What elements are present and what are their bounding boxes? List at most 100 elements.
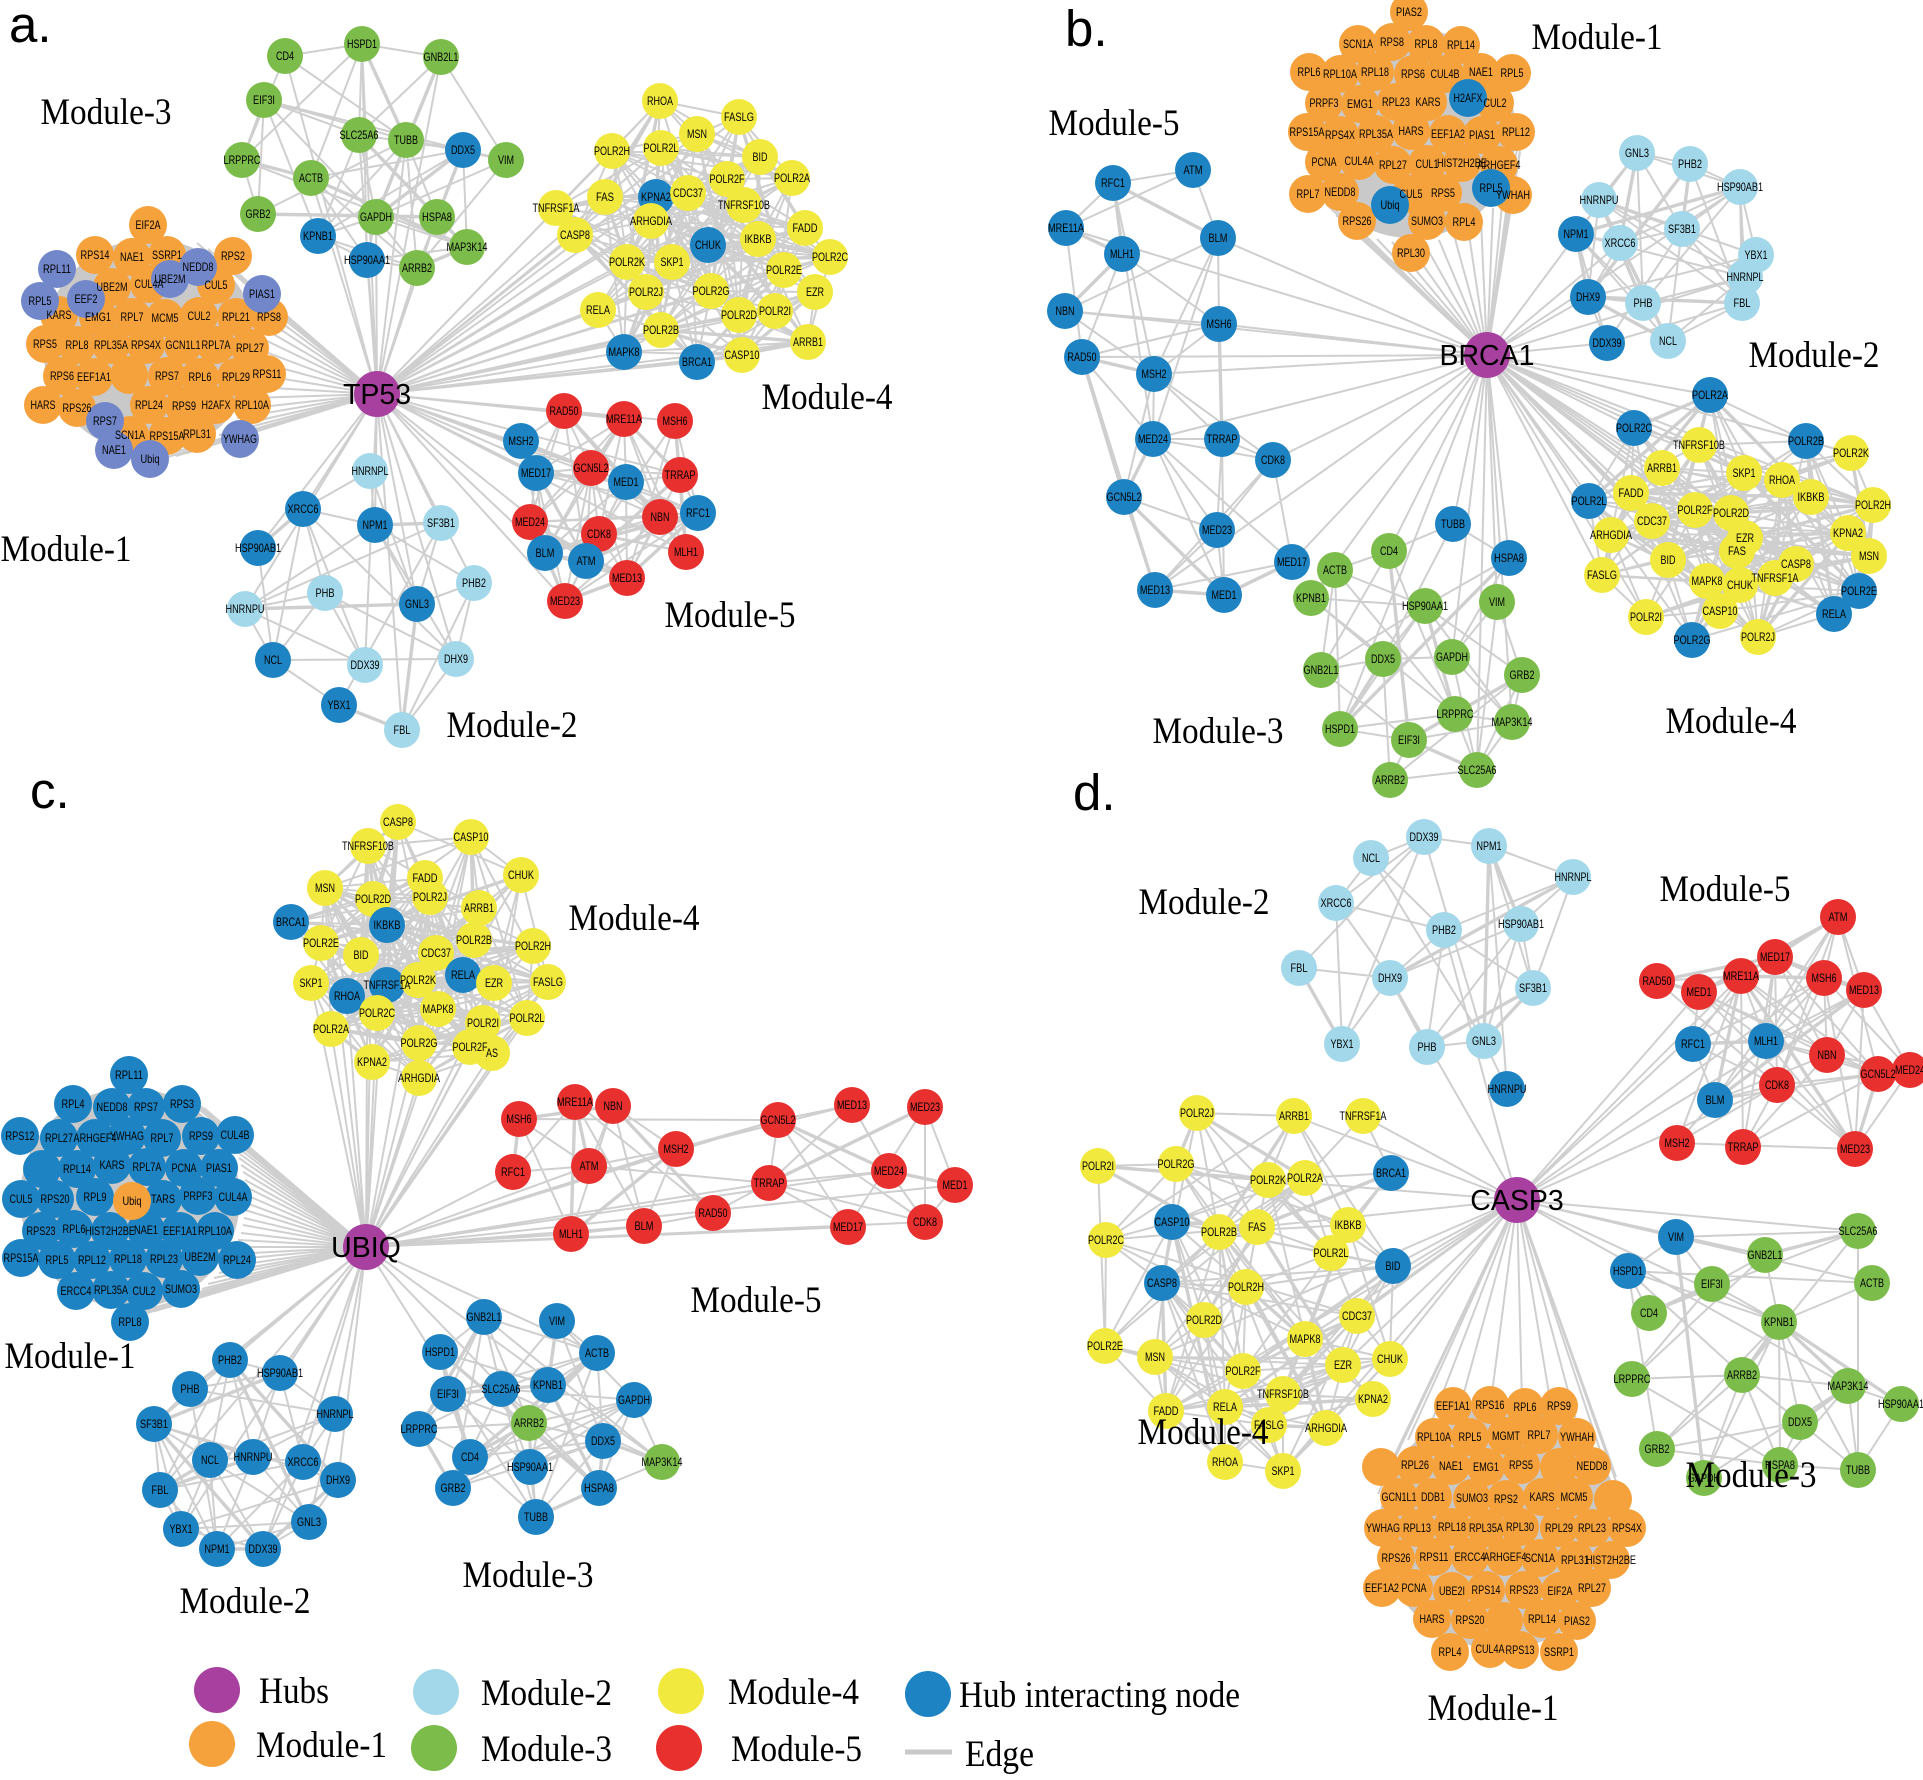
svg-text:PHB2: PHB2: [1678, 157, 1702, 171]
svg-text:RPS5: RPS5: [33, 337, 57, 351]
svg-text:Hub interacting node: Hub interacting node: [959, 1675, 1240, 1716]
svg-text:RPS7: RPS7: [134, 1100, 158, 1114]
svg-text:TRRAP: TRRAP: [754, 1176, 785, 1190]
svg-text:RPL10A: RPL10A: [1417, 1430, 1451, 1444]
svg-text:SKP1: SKP1: [661, 255, 684, 269]
svg-text:KPNB1: KPNB1: [533, 1378, 563, 1392]
svg-text:ERCC4: ERCC4: [61, 1284, 92, 1298]
svg-text:POLR2D: POLR2D: [355, 892, 391, 906]
svg-text:RPL18: RPL18: [114, 1252, 142, 1266]
svg-text:YBX1: YBX1: [1745, 248, 1768, 262]
svg-text:RPL27: RPL27: [236, 341, 264, 355]
svg-text:IKBKB: IKBKB: [1335, 1218, 1362, 1232]
svg-text:GCN1L1: GCN1L1: [1382, 1490, 1417, 1504]
svg-text:RPL4: RPL4: [1453, 215, 1476, 229]
svg-text:IKBKB: IKBKB: [745, 232, 772, 246]
svg-text:TUBB: TUBB: [394, 133, 418, 147]
svg-text:POLR2K: POLR2K: [1833, 446, 1869, 460]
svg-text:SUMO3: SUMO3: [1411, 214, 1443, 228]
svg-text:NEDD8: NEDD8: [97, 1100, 128, 1114]
svg-text:NPM1: NPM1: [205, 1542, 230, 1556]
svg-text:HSPD1: HSPD1: [347, 37, 377, 51]
svg-text:MAPK8: MAPK8: [609, 345, 640, 359]
svg-text:SCN1A: SCN1A: [1343, 37, 1373, 51]
svg-text:DHX9: DHX9: [1378, 971, 1402, 985]
svg-text:YWHAH: YWHAH: [1560, 1430, 1594, 1444]
svg-text:POLR2A: POLR2A: [1692, 388, 1728, 402]
svg-text:POLR2G: POLR2G: [401, 1036, 438, 1050]
svg-text:POLR2A: POLR2A: [1287, 1171, 1323, 1185]
svg-text:POLR2I: POLR2I: [467, 1016, 499, 1030]
svg-text:SSRP1: SSRP1: [152, 248, 182, 262]
svg-text:CUL4B: CUL4B: [221, 1128, 250, 1142]
svg-text:RPL29: RPL29: [222, 370, 250, 384]
svg-text:RPS11: RPS11: [1420, 1550, 1449, 1564]
svg-text:MAP3K14: MAP3K14: [642, 1455, 683, 1469]
svg-text:DDX5: DDX5: [1371, 652, 1395, 666]
svg-text:FADD: FADD: [1154, 1404, 1179, 1418]
svg-text:HSP90AB1: HSP90AB1: [257, 1366, 303, 1380]
svg-text:POLR2B: POLR2B: [456, 933, 492, 947]
svg-text:GAPDH: GAPDH: [618, 1393, 650, 1407]
svg-text:RPL5: RPL5: [1480, 181, 1503, 195]
svg-text:RPL35A: RPL35A: [1469, 1521, 1503, 1535]
svg-text:HNRNPL: HNRNPL: [352, 464, 389, 478]
svg-text:UBE2M: UBE2M: [155, 272, 186, 286]
svg-text:RPL8: RPL8: [66, 338, 89, 352]
svg-text:POLR2C: POLR2C: [359, 1006, 395, 1020]
svg-text:RPL9: RPL9: [84, 1190, 107, 1204]
svg-text:LRPPRC: LRPPRC: [1437, 707, 1474, 721]
svg-text:DDB1: DDB1: [1421, 1490, 1445, 1504]
svg-text:IKBKB: IKBKB: [1798, 490, 1825, 504]
svg-text:TRRAP: TRRAP: [1207, 432, 1238, 446]
svg-text:KPNA2: KPNA2: [641, 190, 671, 204]
svg-text:NAE1: NAE1: [120, 250, 144, 264]
svg-text:EEF1A2: EEF1A2: [1431, 127, 1465, 141]
svg-text:POLR2L: POLR2L: [510, 1011, 545, 1025]
svg-text:RPL10A: RPL10A: [198, 1224, 232, 1238]
svg-text:GRB2: GRB2: [246, 207, 271, 221]
svg-text:MED17: MED17: [1760, 950, 1790, 964]
svg-text:POLR2H: POLR2H: [1855, 498, 1891, 512]
svg-text:ARRB1: ARRB1: [1647, 461, 1677, 475]
svg-text:RPL23: RPL23: [1578, 1521, 1606, 1535]
svg-text:POLR2H: POLR2H: [515, 939, 551, 953]
svg-text:Module-5: Module-5: [731, 1729, 862, 1770]
svg-text:XRCC6: XRCC6: [1321, 896, 1352, 910]
svg-text:Module-1: Module-1: [5, 1336, 136, 1377]
svg-text:PHB2: PHB2: [1432, 923, 1456, 937]
svg-text:RPL23: RPL23: [150, 1252, 178, 1266]
svg-text:XRCC6: XRCC6: [288, 1455, 319, 1469]
svg-text:RPL5: RPL5: [46, 1253, 69, 1267]
svg-text:GNB2L1: GNB2L1: [424, 50, 459, 64]
svg-text:Module-2: Module-2: [180, 1581, 311, 1622]
svg-text:GNB2L1: GNB2L1: [1304, 663, 1339, 677]
svg-text:VIM: VIM: [549, 1314, 565, 1328]
svg-text:NEDD8: NEDD8: [183, 260, 214, 274]
svg-text:KARS: KARS: [1416, 95, 1441, 109]
svg-text:Module-2: Module-2: [481, 1673, 612, 1714]
svg-text:MSN: MSN: [315, 881, 335, 895]
svg-text:BID: BID: [1386, 1259, 1401, 1273]
svg-text:Module-3: Module-3: [41, 92, 172, 133]
svg-text:POLR2C: POLR2C: [1616, 421, 1652, 435]
svg-text:d.: d.: [1073, 764, 1116, 821]
svg-text:Edge: Edge: [965, 1734, 1034, 1775]
svg-text:MSH6: MSH6: [663, 414, 688, 428]
svg-text:PCNA: PCNA: [172, 1161, 197, 1175]
svg-text:POLR2E: POLR2E: [1087, 1339, 1123, 1353]
svg-text:TNFRSF1A: TNFRSF1A: [1752, 571, 1799, 585]
svg-text:Ubiq: Ubiq: [141, 452, 160, 466]
svg-text:TRRAP: TRRAP: [665, 468, 696, 482]
svg-text:NPM1: NPM1: [1477, 839, 1502, 853]
svg-text:KPNA2: KPNA2: [357, 1055, 387, 1069]
svg-text:NCL: NCL: [1659, 334, 1677, 348]
svg-text:ATM: ATM: [1184, 163, 1203, 177]
svg-text:MED13: MED13: [1849, 983, 1879, 997]
svg-text:CUL4A: CUL4A: [1476, 1642, 1505, 1656]
svg-text:PHB: PHB: [316, 586, 335, 600]
svg-text:EIF3I: EIF3I: [1398, 733, 1420, 747]
svg-text:ERCC4: ERCC4: [1455, 1550, 1486, 1564]
svg-text:NAE1: NAE1: [102, 443, 126, 457]
svg-text:RPS5: RPS5: [1509, 1458, 1533, 1472]
